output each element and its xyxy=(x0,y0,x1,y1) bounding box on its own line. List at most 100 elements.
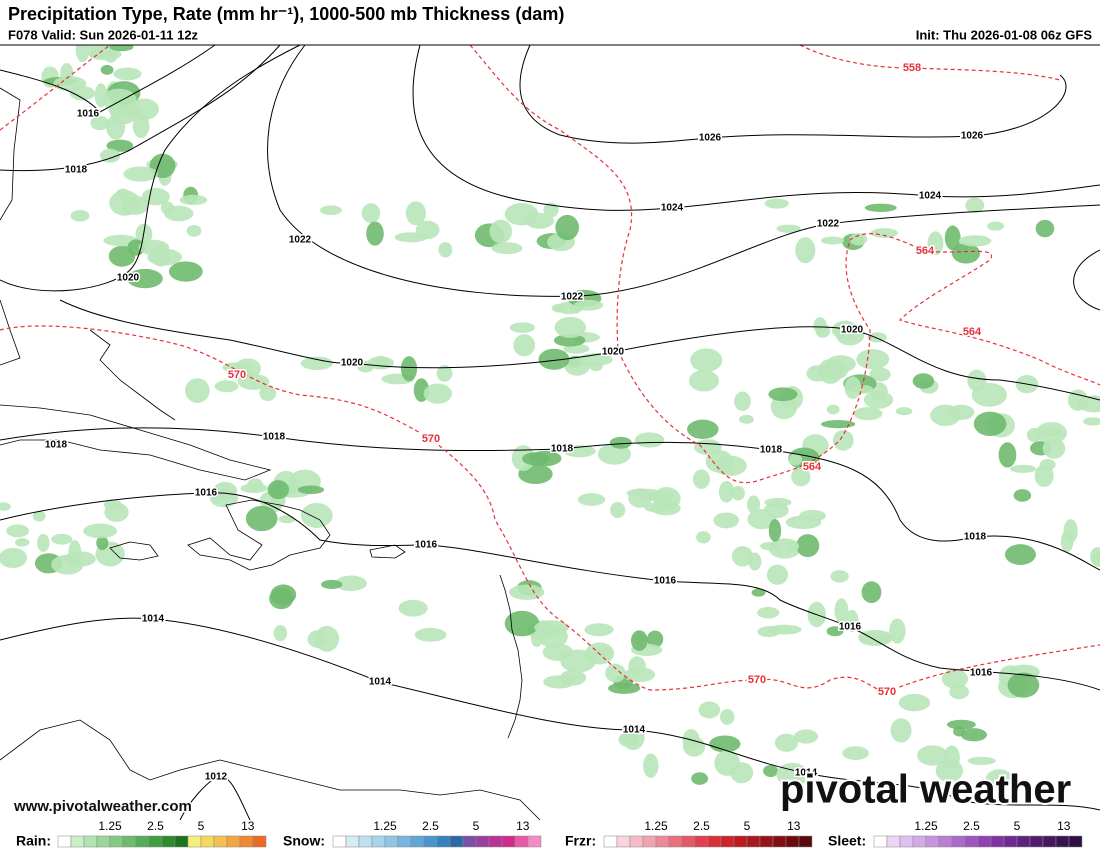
legend-swatch xyxy=(1068,835,1083,848)
precip-cell xyxy=(834,598,849,623)
precip-cell xyxy=(504,610,540,637)
precip-cell xyxy=(106,139,134,152)
legend-swatch xyxy=(886,835,901,848)
precip-cell xyxy=(944,225,961,251)
precip-cell xyxy=(813,317,827,334)
legend-swatch xyxy=(629,835,644,848)
isobar xyxy=(0,492,1100,691)
legend-swatch xyxy=(475,835,490,848)
precip-cell xyxy=(766,564,789,585)
precip-cell xyxy=(691,772,709,785)
precip-cell xyxy=(967,756,996,766)
legend-swatch xyxy=(951,835,966,848)
precip-layer xyxy=(0,36,1100,788)
precip-cell xyxy=(164,205,194,222)
precip-cell xyxy=(998,442,1017,468)
coast-florida xyxy=(0,87,21,221)
precip-cell xyxy=(367,356,395,370)
precip-cell xyxy=(509,322,536,333)
legend-swatch xyxy=(161,835,176,848)
precip-cell xyxy=(534,620,569,635)
isobar xyxy=(267,44,1100,297)
precip-cell xyxy=(15,538,30,547)
coast-jamaica xyxy=(109,541,159,561)
precip-cell xyxy=(747,495,761,514)
legend-tick: 1.25 xyxy=(644,819,668,833)
legend-tick: 2.5 xyxy=(693,819,710,833)
isobar xyxy=(412,44,1100,211)
precip-cell xyxy=(214,380,239,393)
precip-cell xyxy=(738,414,754,424)
precip-cell xyxy=(529,450,562,467)
legend-swatch xyxy=(436,835,451,848)
precip-cell xyxy=(400,356,418,382)
precip-cell xyxy=(141,187,170,206)
legend-tick: 2.5 xyxy=(422,819,439,833)
legend-name: Sleet: xyxy=(828,833,866,849)
thickness-line xyxy=(0,44,111,131)
legend-name: Rain: xyxy=(16,833,51,849)
legend-tick: 1.25 xyxy=(914,819,938,833)
precip-cell xyxy=(0,547,28,569)
precip-cell xyxy=(508,584,545,600)
precip-cell xyxy=(864,203,897,212)
legend-swatch xyxy=(707,835,722,848)
precip-cell xyxy=(820,236,845,245)
isobar xyxy=(0,427,1100,571)
isobar-label: 1014 xyxy=(795,768,818,779)
legend-swatch xyxy=(252,835,267,848)
legend-swatch xyxy=(213,835,228,848)
isobar-label: 1020 xyxy=(841,325,864,336)
isobar-label: 1016 xyxy=(654,576,677,587)
legend-swatch xyxy=(798,835,813,848)
precip-cell xyxy=(96,535,109,551)
precip-cell xyxy=(785,540,800,552)
precip-cell xyxy=(559,669,587,686)
legend-swatch xyxy=(1003,835,1018,848)
precip-cell xyxy=(300,356,333,370)
legend-swatch xyxy=(96,835,111,848)
precip-cell xyxy=(853,407,883,421)
precip-cell xyxy=(831,320,859,340)
legend-swatch xyxy=(397,835,412,848)
legend-tick: 13 xyxy=(1057,819,1071,833)
precip-cell xyxy=(101,88,137,111)
legend-swatch xyxy=(462,835,477,848)
legend-swatch xyxy=(423,835,438,848)
legend-swatch xyxy=(109,835,124,848)
logo: pivotal weather xyxy=(780,768,1071,812)
isobar-label: 1022 xyxy=(289,235,312,246)
legend-name: Snow: xyxy=(283,833,325,849)
precip-cell xyxy=(37,533,50,552)
isobar-label: 1024 xyxy=(919,191,942,202)
precip-cell xyxy=(776,224,801,233)
title: Precipitation Type, Rate (mm hr⁻¹), 1000… xyxy=(8,4,564,24)
legend-swatch xyxy=(449,835,464,848)
precip-cell xyxy=(0,502,11,511)
isobar-label: 1018 xyxy=(45,440,68,451)
precip-cell xyxy=(768,519,782,542)
precip-cell xyxy=(889,618,906,644)
precip-cell xyxy=(100,64,114,75)
precip-cell xyxy=(238,373,270,390)
legend-tick: 5 xyxy=(744,819,751,833)
coast-hispaniola xyxy=(187,499,331,571)
precip-cell xyxy=(796,534,820,558)
precip-cell xyxy=(109,190,141,216)
legend-tick: 2.5 xyxy=(147,819,164,833)
legend-swatch xyxy=(174,835,189,848)
precip-cell xyxy=(917,745,949,766)
precip-cell xyxy=(1010,464,1037,473)
legend-swatch xyxy=(187,835,202,848)
thickness-label: 558 xyxy=(903,62,921,74)
precip-cell xyxy=(898,694,931,712)
legend-swatch xyxy=(200,835,215,848)
legend-swatch xyxy=(1042,835,1057,848)
precip-cell xyxy=(774,733,799,752)
isobar-label: 1018 xyxy=(964,532,987,543)
precip-cell xyxy=(634,432,665,448)
precip-cell xyxy=(127,239,146,256)
legend-tick: 5 xyxy=(473,819,480,833)
precip-cell xyxy=(83,523,117,539)
precip-cell xyxy=(731,546,754,567)
